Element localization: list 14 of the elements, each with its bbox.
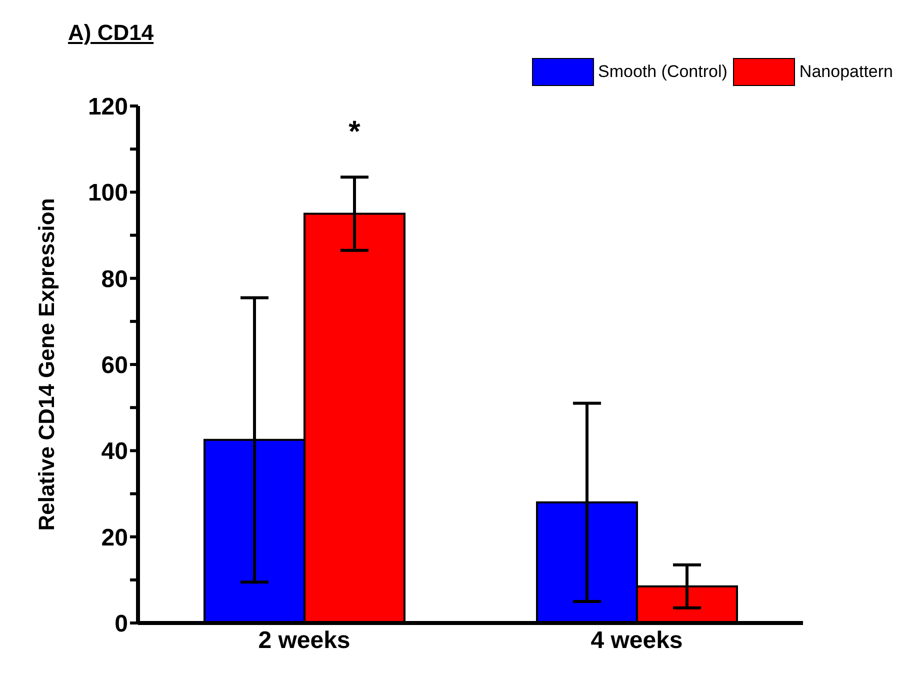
x-tick-label: 4 weeks — [590, 627, 683, 654]
y-tick-label: 80 — [101, 266, 128, 293]
legend-label: Nanopattern — [799, 62, 893, 82]
legend-label: Smooth (Control) — [598, 62, 728, 82]
y-tick-label: 100 — [88, 180, 128, 207]
annotation: * — [348, 116, 361, 149]
x-tick-label: 2 weeks — [258, 627, 350, 654]
y-tick-label: 0 — [114, 610, 128, 638]
y-tick-label: 40 — [101, 438, 128, 466]
y-axis-title: Relative CD14 Gene Expression — [34, 198, 59, 531]
y-tick-label: 60 — [101, 352, 128, 380]
y-tick-label: 120 — [88, 94, 128, 121]
chart-title: A) CD14 — [68, 20, 154, 46]
y-tick-label: 20 — [101, 524, 128, 552]
